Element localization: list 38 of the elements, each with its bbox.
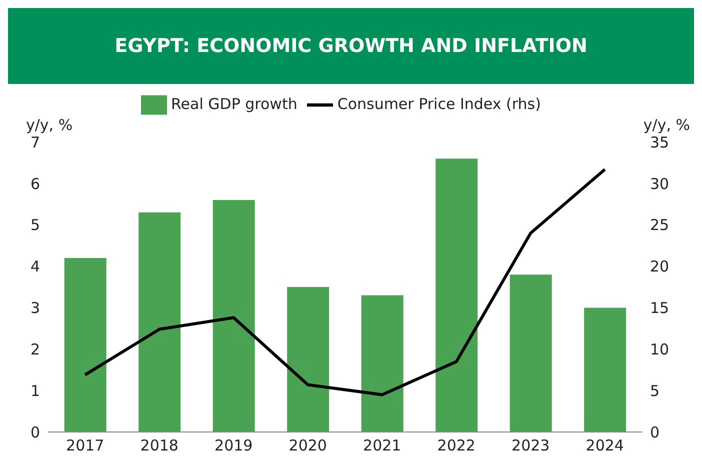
y2-tick-label: 35 <box>650 133 670 152</box>
y-tick-label: 6 <box>30 174 40 193</box>
y2-tick-label: 30 <box>650 174 670 193</box>
y2-axis-title: y/y, % <box>643 116 690 134</box>
x-tick-label: 2024 <box>586 436 624 455</box>
bar <box>510 274 552 432</box>
y-axis-title: y/y, % <box>26 116 73 134</box>
y2-tick-label: 25 <box>650 216 670 234</box>
x-tick-label: 2017 <box>66 436 104 455</box>
x-tick-label: 2019 <box>214 436 253 455</box>
legend-label: Consumer Price Index (rhs) <box>337 95 541 114</box>
y-tick-label: 3 <box>30 299 40 318</box>
bar <box>584 308 626 432</box>
bar <box>287 287 330 432</box>
x-tick-label: 2023 <box>512 436 550 455</box>
y-tick-label: 4 <box>30 258 40 276</box>
y-tick-label: 7 <box>30 133 40 152</box>
y2-tick-label: 15 <box>650 299 670 318</box>
bar <box>361 295 404 432</box>
y-tick-label: 0 <box>30 423 40 442</box>
x-tick-label: 2020 <box>288 436 327 455</box>
y2-tick-label: 20 <box>650 258 670 276</box>
x-tick-label: 2018 <box>140 436 178 455</box>
y-tick-label: 5 <box>30 216 40 234</box>
bar <box>212 200 255 432</box>
bar <box>138 212 181 432</box>
y2-tick-label: 0 <box>650 423 660 442</box>
y2-tick-label: 5 <box>650 382 660 400</box>
x-tick-label: 2021 <box>363 436 402 455</box>
bar <box>436 158 478 432</box>
bar <box>64 258 106 432</box>
x-tick-label: 2022 <box>437 436 476 455</box>
y-tick-label: 1 <box>30 382 40 400</box>
y-tick-label: 2 <box>30 340 40 358</box>
y2-tick-label: 10 <box>650 340 670 358</box>
legend-label: Real GDP growth <box>171 95 298 114</box>
line-series <box>84 168 606 396</box>
chart-title: EGYPT: ECONOMIC GROWTH AND INFLATION <box>8 8 694 84</box>
